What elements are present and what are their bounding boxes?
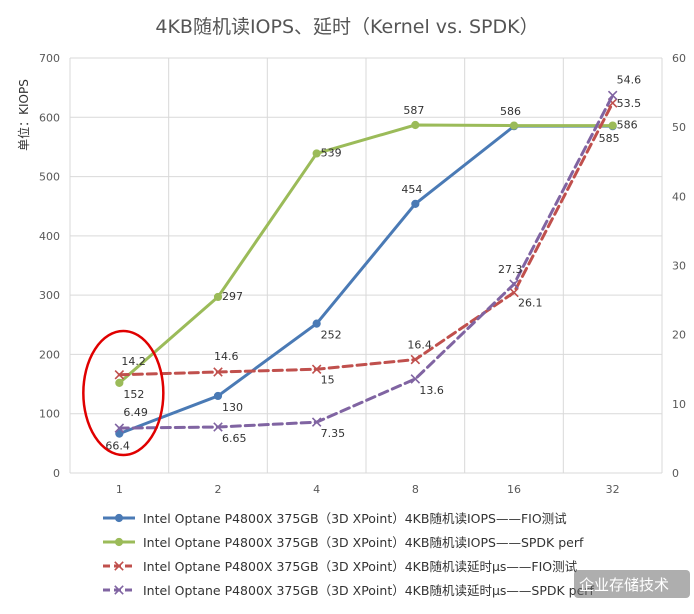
y-right-tick-label: 20	[672, 329, 686, 342]
series-line	[117, 93, 615, 430]
x-tick-label: 16	[507, 483, 521, 496]
annotation-ellipse	[82, 329, 165, 457]
y-left-tick-label: 400	[39, 230, 60, 243]
watermark-backdrop	[574, 570, 690, 598]
data-point	[114, 561, 124, 571]
data-label: 16.4	[407, 339, 432, 352]
series-line	[117, 101, 615, 377]
y-left-tick-label: 0	[53, 467, 60, 480]
x-tick-label: 1	[116, 483, 123, 496]
data-point	[509, 287, 519, 298]
data-point	[114, 423, 125, 433]
legend-label: Intel Optane P4800X 375GB（3D XPoint）4KB随…	[143, 559, 578, 574]
y-right-tick-label: 60	[672, 52, 686, 65]
y-right-tick-label: 40	[672, 190, 686, 203]
x-tick-label: 8	[412, 483, 419, 496]
x-tick-label: 2	[215, 483, 222, 496]
data-point	[607, 90, 618, 101]
data-label: 54.6	[617, 73, 642, 86]
series-line	[117, 123, 615, 385]
data-point	[114, 513, 124, 523]
data-label: 53.5	[617, 97, 642, 110]
legend-label: Intel Optane P4800X 375GB（3D XPoint）4KB随…	[143, 511, 567, 526]
data-label: 14.6	[214, 350, 239, 363]
data-point	[410, 374, 421, 384]
data-label: 454	[401, 183, 422, 196]
data-label: 15	[321, 373, 335, 386]
data-point	[509, 121, 519, 130]
data-point	[312, 149, 321, 158]
data-label: 130	[222, 401, 243, 414]
data-label: 7.35	[321, 427, 346, 440]
data-point	[411, 199, 420, 208]
y-right-tick-label: 0	[672, 467, 679, 480]
data-label: 252	[321, 329, 342, 342]
chart-title: 4KB随机读IOPS、延时（Kernel vs. SPDK）	[155, 16, 538, 38]
data-point	[213, 422, 223, 432]
data-point	[213, 391, 223, 401]
y-left-tick-label: 200	[39, 348, 60, 361]
data-point	[114, 370, 125, 380]
x-tick-label: 4	[313, 483, 320, 496]
data-label: 297	[222, 290, 243, 303]
y-left-tick-label: 600	[39, 111, 60, 124]
data-point	[509, 279, 519, 289]
data-label: 585	[599, 132, 620, 145]
data-label: 13.6	[419, 384, 444, 397]
data-label: 586	[617, 119, 638, 132]
data-label: 539	[321, 146, 342, 159]
data-point	[213, 292, 223, 302]
data-label: 587	[403, 104, 424, 117]
data-label: 27.3	[498, 263, 523, 276]
legend-label: Intel Optane P4800X 375GB（3D XPoint）4KB随…	[143, 535, 584, 550]
data-label: 152	[123, 388, 144, 401]
data-point	[608, 121, 617, 130]
data-label: 26.1	[518, 296, 543, 309]
data-label: 6.49	[123, 406, 148, 419]
data-point	[115, 378, 124, 387]
data-point	[311, 364, 322, 375]
y-left-tick-label: 300	[39, 289, 60, 302]
data-point	[410, 354, 421, 365]
y-left-tick-label: 500	[39, 171, 60, 184]
y-left-tick-label: 100	[39, 408, 60, 421]
data-point	[312, 319, 321, 328]
y-right-tick-label: 10	[672, 398, 686, 411]
data-point	[115, 429, 124, 438]
y-left-tick-label: 700	[39, 52, 60, 65]
y-right-tick-label: 50	[672, 121, 686, 134]
data-label: 6.65	[222, 432, 247, 445]
legend-label: Intel Optane P4800X 375GB（3D XPoint）4KB随…	[143, 583, 594, 598]
data-point	[213, 367, 223, 377]
data-point	[114, 585, 124, 595]
data-label: 14.2	[121, 355, 146, 368]
y-axis-title: 单位：KIOPS	[16, 79, 31, 151]
data-label: 66.4	[105, 440, 130, 453]
watermark-text: 企业存储技术	[579, 576, 669, 594]
data-label: 586	[500, 105, 521, 118]
data-point	[411, 120, 420, 130]
y-right-tick-label: 30	[672, 260, 686, 273]
data-point	[311, 417, 322, 427]
data-point	[114, 537, 124, 547]
x-tick-label: 32	[606, 483, 620, 496]
